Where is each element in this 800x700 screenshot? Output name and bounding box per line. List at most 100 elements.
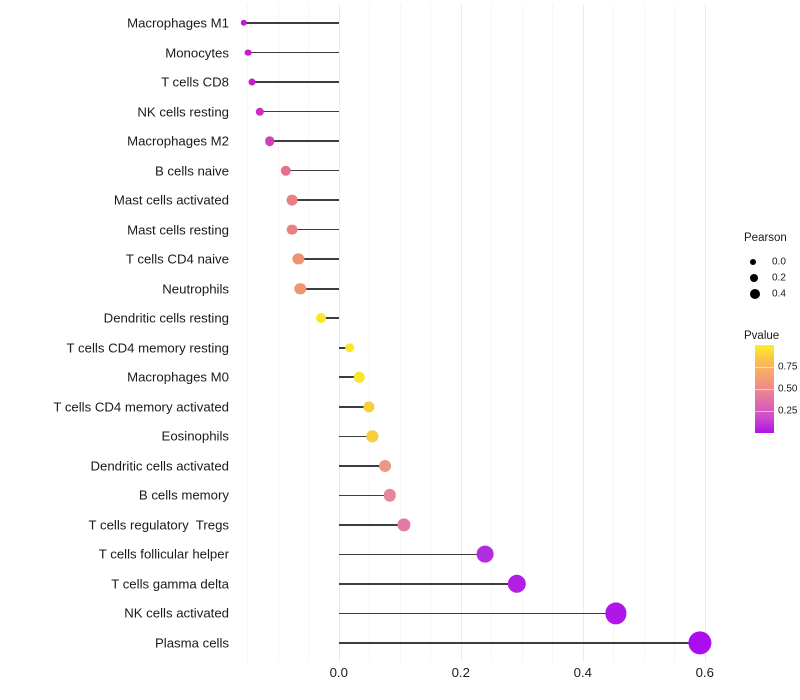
y-axis-label: T cells CD4 naive (125, 251, 229, 267)
lollipop-stem (338, 494, 390, 497)
gridline-minor (491, 4, 493, 662)
size-legend-item: 0.0 (744, 254, 800, 270)
y-axis-label: T cells CD4 memory resting (66, 340, 229, 356)
gridline-major (704, 4, 706, 662)
y-axis-label: Plasma cells (154, 635, 229, 651)
lollipop-dot[interactable] (354, 372, 365, 383)
lollipop-dot[interactable] (245, 49, 252, 56)
color-legend-title: Pvalue (744, 330, 780, 342)
legend-area: Pearson 0.0 0.2 0.4 Pvalue 0.75 0.50 0.25 (744, 232, 800, 442)
lollipop-dot[interactable] (292, 253, 305, 265)
y-axis-label: T cells gamma delta (111, 576, 229, 592)
lollipop-stem (260, 110, 339, 113)
lollipop-stem (338, 583, 517, 585)
x-tick-label: 0.6 (695, 665, 714, 680)
gridline-minor (552, 4, 554, 662)
colorbar-tick-label: 0.25 (778, 405, 798, 417)
lollipop-dot[interactable] (280, 165, 291, 176)
lollipop-stem (338, 406, 370, 408)
lollipop-dot[interactable] (240, 19, 247, 27)
lollipop-stem (243, 22, 339, 24)
x-tick-label: 0.0 (329, 665, 348, 680)
y-axis-label: T cells CD4 memory activated (53, 399, 229, 415)
lollipop-stem (291, 199, 339, 201)
lollipop-stem (338, 465, 386, 467)
lollipop-stem (285, 169, 339, 172)
lollipop-stem (298, 258, 339, 260)
gridline-minor (521, 4, 523, 662)
lollipop-dot[interactable] (265, 136, 275, 146)
y-axis-label: Eosinophils (161, 428, 229, 444)
lollipop-dot[interactable] (507, 574, 527, 594)
lollipop-dot[interactable] (397, 518, 411, 532)
lollipop-stem (338, 376, 360, 379)
colorbar-tick-mark (755, 411, 774, 412)
gridline-minor (308, 4, 310, 662)
gridline-major (460, 4, 462, 662)
y-axis-label: Macrophages M0 (127, 369, 229, 385)
lollipop-stem (248, 51, 339, 54)
x-tick-label: 0.4 (573, 665, 592, 680)
lollipop-stem (338, 612, 617, 615)
lollipop-stem (300, 287, 339, 290)
x-tick-label: 0.2 (451, 665, 470, 680)
gridline-minor (613, 4, 615, 662)
y-axis-label: T cells follicular helper (98, 546, 229, 562)
lollipop-dot[interactable] (255, 107, 265, 116)
lollipop-dot[interactable] (286, 194, 298, 206)
y-axis-label: Mast cells activated (113, 192, 229, 208)
colorbar-tick-label: 0.50 (778, 383, 798, 395)
size-legend-dot (750, 259, 756, 265)
lollipop-stem (338, 346, 350, 349)
x-axis-tick-labels: 0.0 0.2 0.4 0.6 (232, 665, 720, 689)
lollipop-dot[interactable] (379, 459, 392, 472)
y-axis-label: Neutrophils (162, 281, 229, 297)
lollipop-dot[interactable] (248, 78, 256, 86)
size-legend-label: 0.4 (772, 288, 786, 300)
size-legend-item: 0.4 (744, 286, 800, 302)
gridline-minor (247, 4, 249, 662)
lollipop-dot[interactable] (476, 546, 494, 563)
colorbar-tick-mark (755, 389, 774, 390)
lollipop-dot[interactable] (366, 430, 378, 443)
lollipop-dot[interactable] (605, 602, 627, 625)
lollipop-stem (269, 140, 339, 142)
size-legend-label: 0.0 (772, 256, 786, 268)
gridline-minor (674, 4, 676, 662)
lollipop-stem (338, 553, 486, 556)
lollipop-stem (338, 435, 373, 438)
lollipop-dot[interactable] (316, 313, 327, 324)
lollipop-dot[interactable] (688, 631, 712, 655)
y-axis-category-labels: Macrophages M1 Monocytes T cells CD8 NK cel… (0, 0, 229, 700)
gridline-minor (430, 4, 432, 662)
y-axis-label: NK cells activated (124, 605, 229, 621)
lollipop-dot[interactable] (363, 401, 375, 413)
lollipop-stem (251, 81, 339, 83)
lollipop-dot[interactable] (383, 489, 397, 502)
lollipop-stem (321, 317, 339, 320)
y-axis-label: Macrophages M2 (127, 133, 229, 149)
lollipop-dot[interactable] (344, 342, 355, 353)
size-legend-dot (750, 289, 760, 299)
gridline-major (582, 4, 584, 662)
y-axis-label: B cells memory (138, 487, 229, 503)
lollipop-dot[interactable] (294, 283, 307, 295)
gridline-minor (399, 4, 401, 662)
y-axis-label: T cells CD8 (161, 74, 229, 90)
colorbar-tick-label: 0.75 (778, 361, 798, 373)
y-axis-label: Dendritic cells resting (103, 310, 229, 326)
size-legend-label: 0.2 (772, 272, 786, 284)
y-axis-label: T cells regulatory Tregs (88, 517, 229, 533)
size-legend-dot (750, 274, 758, 282)
lollipop-stem (292, 228, 339, 231)
plot-panel (232, 4, 720, 662)
lollipop-stem (338, 642, 700, 644)
lollipop-stem (338, 524, 405, 526)
gridline-minor (277, 4, 279, 662)
lollipop-dot[interactable] (286, 224, 298, 236)
y-axis-label: Monocytes (165, 44, 229, 60)
y-axis-label: Mast cells resting (127, 222, 229, 238)
colorbar-tick-mark (755, 367, 774, 368)
size-legend-title: Pearson (744, 232, 787, 244)
y-axis-label: Macrophages M1 (127, 15, 229, 31)
